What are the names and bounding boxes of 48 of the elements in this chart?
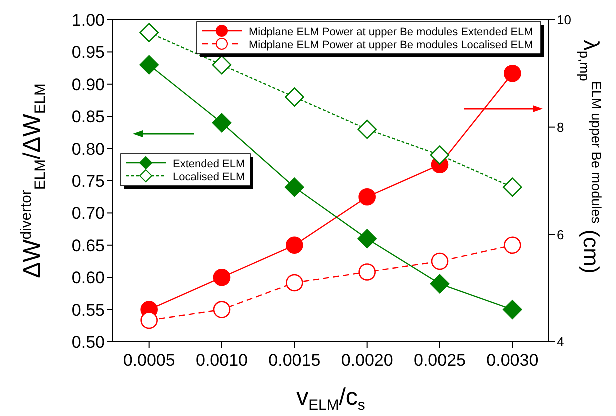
point <box>358 120 377 140</box>
y2-tick-label: 6 <box>557 227 564 242</box>
point <box>285 88 304 107</box>
y-tick-label: 0.60 <box>72 268 105 288</box>
y-tick-label: 0.95 <box>72 43 105 62</box>
point <box>503 300 522 320</box>
x-tick-label: 0.0005 <box>123 351 176 370</box>
point <box>358 229 377 249</box>
point <box>140 23 159 43</box>
y-tick-label: 0.85 <box>72 108 105 127</box>
point <box>213 301 231 318</box>
y-tick-label: 0.70 <box>72 204 105 224</box>
x-axis-title: v$_{ELM}$/c$_{s}$ <box>296 384 366 414</box>
y-tick-label: 0.65 <box>72 236 105 256</box>
point <box>358 188 376 206</box>
legend-label: Extended ELM <box>173 158 246 170</box>
point <box>140 55 159 75</box>
point <box>213 268 231 286</box>
y2-tick-label: 8 <box>557 120 564 135</box>
x-tick-label: 0.0015 <box>268 351 321 370</box>
point <box>504 236 522 254</box>
point <box>140 312 158 330</box>
legend-label: Localised ELM <box>173 172 246 184</box>
point <box>286 274 304 292</box>
y-tick-label: 0.80 <box>72 140 105 159</box>
point <box>212 55 232 75</box>
x-tick-label: 0.0025 <box>414 351 466 370</box>
point <box>430 274 450 294</box>
point <box>358 264 376 281</box>
y2-tick-label: 4 <box>557 334 564 350</box>
y-tick-label: 0.75 <box>72 172 105 192</box>
point <box>430 146 450 165</box>
point <box>504 65 522 82</box>
point <box>286 236 304 254</box>
legend-label: Midplane ELM Power at upper Be modules Localised ELM <box>249 40 534 52</box>
y-tick-label: 0.90 <box>72 75 105 94</box>
y-tick-label: 0.55 <box>72 300 105 320</box>
y-tick-label: 0.50 <box>72 333 105 352</box>
x-tick-label: 0.0020 <box>341 351 394 370</box>
y2-tick-label: 10 <box>557 12 572 28</box>
y-tick-label: 1.00 <box>72 11 105 30</box>
point <box>285 178 304 198</box>
x-tick-label: 0.0030 <box>486 351 539 370</box>
x-tick-label: 0.0010 <box>196 351 248 370</box>
point <box>431 252 449 270</box>
legend-label: Midplane ELM Power at upper Be modules Extended ELM <box>249 26 534 38</box>
point <box>503 178 522 198</box>
point <box>212 113 232 133</box>
